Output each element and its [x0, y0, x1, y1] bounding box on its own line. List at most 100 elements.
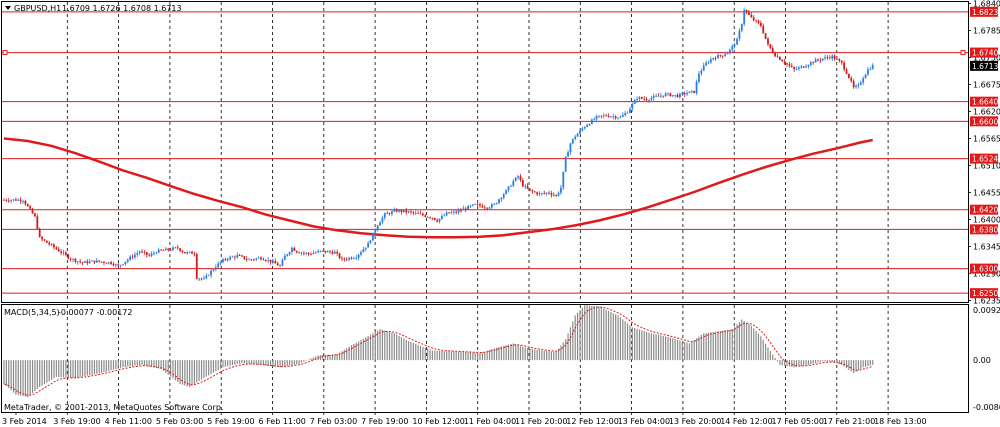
candle-body — [750, 14, 753, 18]
candle-body — [233, 256, 236, 258]
candle-body — [300, 252, 303, 254]
candle-body — [648, 100, 650, 101]
candle-body — [460, 210, 462, 212]
candle-body — [145, 252, 148, 255]
candle-body — [455, 211, 458, 213]
candle-body — [667, 93, 669, 95]
candle-body — [793, 66, 796, 70]
candle-body — [17, 199, 20, 201]
candle-body — [693, 90, 696, 94]
candle-body — [84, 261, 86, 263]
candle-body — [736, 38, 738, 45]
candle-body — [855, 85, 857, 88]
candle-body — [305, 252, 308, 254]
candle-body — [593, 119, 596, 121]
candle-body — [426, 216, 429, 218]
candle-body — [612, 116, 615, 118]
candle-body — [195, 253, 198, 279]
candle-body — [222, 259, 224, 263]
candle-body — [795, 68, 798, 70]
candle-body — [98, 260, 101, 262]
candle-body — [488, 207, 491, 209]
candle-body — [467, 205, 469, 210]
symbol-dropdown-icon[interactable] — [5, 6, 11, 10]
level-anchor-left — [2, 50, 8, 56]
candle-body — [341, 258, 343, 259]
candle-body — [329, 251, 331, 253]
candle-body — [345, 259, 348, 261]
price-tick-label: 1.6675 — [973, 80, 1000, 89]
candle-body — [43, 239, 46, 241]
price-tick-label: 1.6290 — [973, 270, 1000, 279]
candle-body — [776, 56, 779, 58]
candle-body — [479, 204, 481, 206]
macd-label: MACD(5,34,5) — [4, 308, 60, 317]
candle-body — [476, 203, 479, 205]
candle-body — [560, 187, 562, 193]
candle-body — [828, 57, 831, 59]
candle-body — [36, 216, 39, 229]
candle-body — [657, 95, 660, 97]
price-tick-label: 1.6455 — [973, 189, 1000, 198]
moving-average-line — [3, 137, 873, 239]
candle-body — [3, 199, 5, 201]
candle-body — [441, 216, 443, 219]
candle-body — [114, 264, 117, 266]
candle-body — [631, 103, 634, 109]
candle-body — [10, 200, 13, 202]
candle-body — [379, 222, 381, 226]
candle-body — [838, 59, 841, 61]
price-tick-label: 1.6730 — [973, 53, 1000, 62]
candle-body — [659, 95, 662, 97]
candle-body — [669, 93, 672, 97]
candle-body — [122, 264, 124, 265]
candle-body — [203, 278, 205, 280]
horizontal-levels[interactable] — [2, 11, 968, 294]
candle-body — [279, 265, 281, 267]
time-tick-label: 5 Feb 19:00 — [207, 417, 254, 426]
candle-body — [207, 275, 210, 277]
level-tag-bg — [970, 288, 998, 299]
candle-body — [717, 55, 719, 59]
candle-body — [688, 91, 691, 94]
candle-body — [600, 115, 603, 117]
candle-body — [629, 108, 631, 113]
candle-body — [407, 211, 410, 213]
candle-body — [352, 258, 355, 259]
candle-body — [662, 95, 665, 97]
candle-body — [650, 98, 653, 101]
macd-tick-label: -0.00869 — [973, 403, 1000, 412]
candle-body — [91, 260, 93, 262]
candle-body — [355, 257, 358, 259]
level-tag-text: 1.6640 — [972, 98, 998, 107]
candle-body — [588, 124, 591, 126]
level-tag-text: 1.6600 — [972, 117, 998, 126]
time-tick-label: 17 Feb 21:00 — [823, 417, 875, 426]
candle-body — [172, 247, 174, 250]
candle-body — [571, 138, 574, 144]
level-tag-text: 1.6420 — [972, 206, 998, 215]
candle-body — [850, 77, 853, 82]
candle-body — [253, 259, 255, 261]
candle-body — [605, 115, 608, 117]
candle-body — [231, 256, 234, 258]
level-anchor-right — [960, 50, 966, 56]
candle-body — [174, 247, 177, 249]
candle-body — [731, 45, 734, 50]
candle-body — [555, 195, 558, 196]
candle-body — [34, 213, 36, 217]
candle-body — [5, 199, 8, 201]
candle-body — [112, 263, 115, 266]
candle-body — [76, 261, 79, 263]
candle-body — [424, 215, 427, 217]
candle-body — [381, 217, 384, 223]
candle-body — [762, 25, 765, 34]
candle-body — [41, 237, 43, 240]
price-tick-label: 1.6400 — [973, 216, 1000, 225]
candle-body — [474, 203, 477, 205]
candle-body — [505, 189, 508, 195]
candle-body — [538, 193, 541, 195]
candle-body — [700, 70, 703, 74]
